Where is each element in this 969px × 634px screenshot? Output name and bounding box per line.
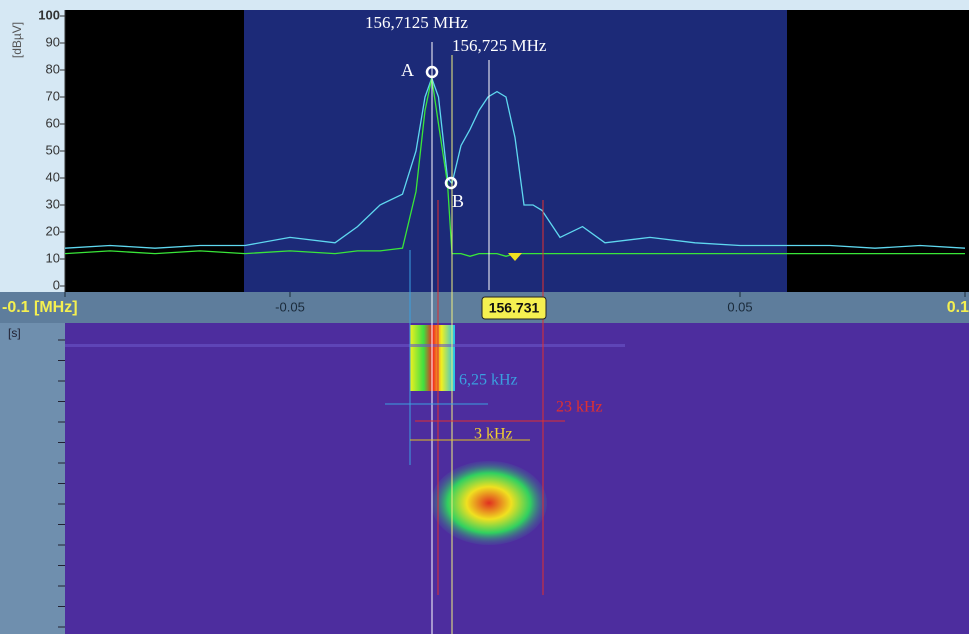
x-tick-label: -0.1 [MHz]: [2, 299, 78, 316]
marker-b: [444, 176, 458, 190]
y-tick-label: 30: [46, 196, 60, 211]
center-label: 156.731: [489, 300, 540, 316]
span-highlight: [244, 10, 787, 292]
y-tick-label: 60: [46, 115, 60, 130]
x-tick-label: -0.05: [275, 299, 305, 314]
y-tick-label: 10: [46, 250, 60, 265]
y-tick-label: 20: [46, 223, 60, 238]
y-tick-label: 50: [46, 142, 60, 157]
x-tick-label: 0.05: [727, 299, 752, 314]
y-tick-label: 0: [53, 277, 60, 292]
y-tick-label: 80: [46, 61, 60, 76]
waterfall-trace: [65, 344, 625, 347]
annotation: A: [401, 60, 414, 80]
annotation: 156,725 MHz: [452, 36, 547, 55]
annotation: 3 kHz: [474, 426, 513, 443]
annotation: 156,7125 MHz: [365, 13, 468, 32]
y-axis-label: [dBµV]: [10, 22, 24, 58]
trace: [64, 77, 965, 257]
x-tick-label: 0.1: [947, 299, 969, 316]
marker-a: [425, 65, 439, 79]
waterfall-y-label: [s]: [8, 326, 21, 340]
y-tick-label: 40: [46, 169, 60, 184]
y-tick-label: 100: [38, 7, 60, 22]
center-marker: [508, 253, 522, 261]
waterfall-axis: [0, 323, 65, 634]
annotation: B: [452, 191, 464, 211]
y-tick-label: 90: [46, 34, 60, 49]
trace: [64, 76, 966, 249]
center-box: [481, 296, 547, 320]
annotation: 6,25 kHz: [459, 372, 518, 389]
waterfall-burst: [431, 461, 547, 545]
y-tick-label: 70: [46, 88, 60, 103]
annotation: 23 kHz: [556, 399, 603, 416]
